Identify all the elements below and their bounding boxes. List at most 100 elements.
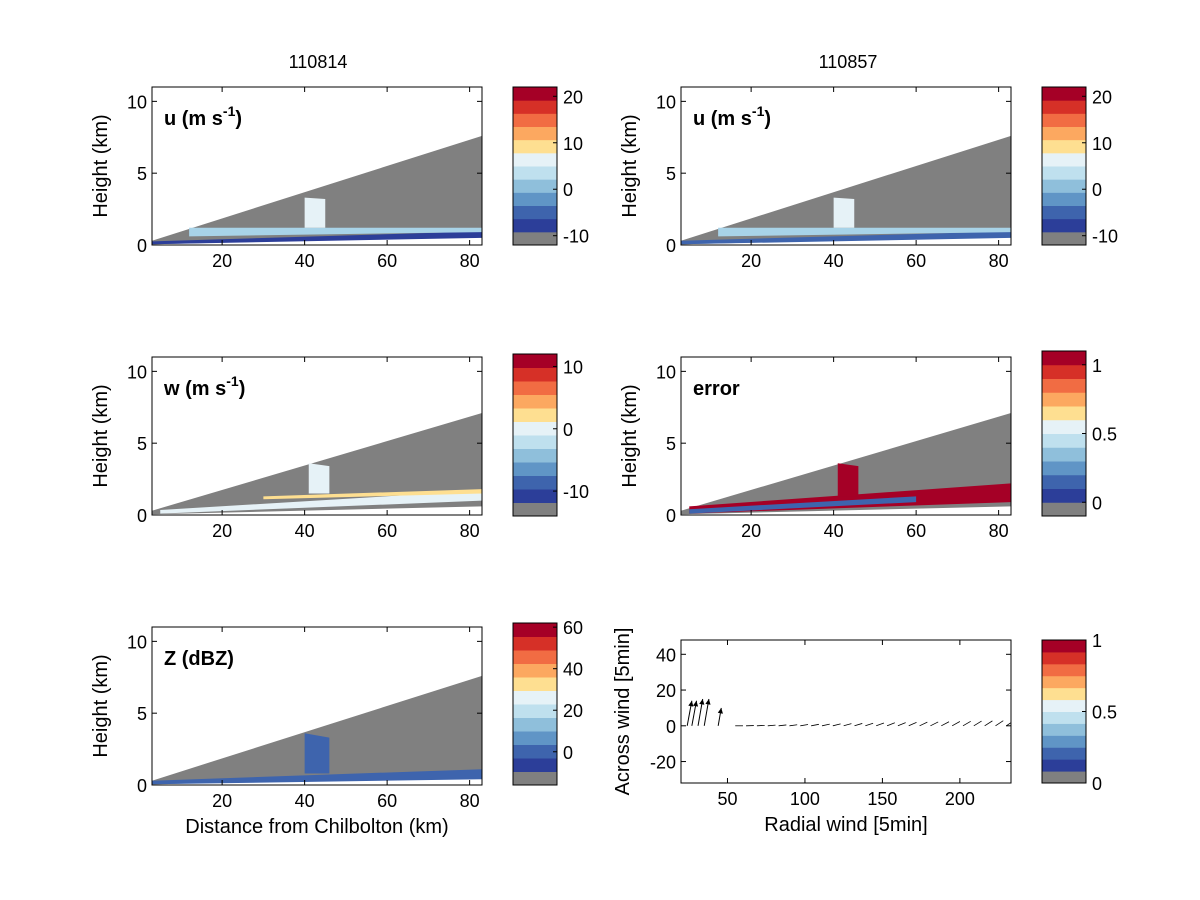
- arrow-small: [854, 723, 863, 727]
- field-main: [160, 490, 482, 514]
- colorbar-band: [513, 381, 557, 395]
- colorbar-tick-label: 0: [563, 180, 573, 200]
- panel-label: u (m s-1): [693, 103, 771, 130]
- colorbar-tick-label: -10: [563, 227, 589, 247]
- colorbar-band: [513, 758, 557, 772]
- arrow-small: [800, 724, 809, 727]
- panel-label-tail: ): [235, 108, 242, 130]
- colorbar-band: [1042, 759, 1086, 772]
- axes-frame: [680, 356, 1012, 516]
- x-tick-label: 80: [460, 251, 480, 271]
- field-low: [681, 231, 1011, 245]
- colorbar-band: [1042, 113, 1086, 127]
- colorbar-band: [1042, 675, 1086, 689]
- arrow-small: [941, 721, 950, 727]
- colorbar-band: [1042, 406, 1086, 421]
- panel-label-main: w (m s: [163, 378, 226, 400]
- x-tick-label: 20: [741, 521, 761, 541]
- x-tick-label: 150: [867, 789, 897, 809]
- colorbar-band: [513, 218, 557, 233]
- x-tick-label: 200: [945, 789, 975, 809]
- colorbar-band: [513, 731, 557, 745]
- colorbar-tick-label: 20: [563, 701, 583, 721]
- field-plume: [304, 197, 326, 228]
- colorbar-frame: [512, 353, 558, 517]
- y-tick-label: 0: [666, 236, 676, 256]
- colorbar-frame: [512, 86, 558, 246]
- y-tick-label: 5: [137, 164, 147, 184]
- x-tick-label: 50: [717, 789, 737, 809]
- colorbar-band: [513, 502, 557, 517]
- x-tick-label: 40: [824, 251, 844, 271]
- arrow-small: [811, 723, 819, 727]
- colorbar-band: [1042, 192, 1086, 206]
- panel-label-sup: -1: [752, 103, 765, 119]
- panel-label-sup: -1: [226, 373, 239, 389]
- arrow-small: [778, 724, 787, 727]
- colorbar-band: [1042, 651, 1086, 665]
- colorbar-band: [513, 690, 557, 705]
- panel-label-main: u (m s: [164, 108, 223, 130]
- arrow-head: [688, 700, 694, 707]
- x-tick-label: 80: [989, 251, 1009, 271]
- colorbar-band: [513, 100, 557, 114]
- colorbar-band: [1042, 747, 1086, 760]
- colorbar-band: [1042, 166, 1086, 180]
- arrow-head: [717, 707, 723, 714]
- colorbar-band: [1042, 735, 1086, 748]
- colorbar-band: [513, 192, 557, 206]
- arrow-small: [984, 720, 993, 727]
- colorbar-band: [1042, 640, 1086, 653]
- y-tick-label: 40: [656, 645, 676, 665]
- column-title-left: 110814: [289, 52, 348, 72]
- x-tick-label: 40: [295, 521, 315, 541]
- arrow-head: [705, 698, 711, 705]
- x-tick-label: 80: [460, 521, 480, 541]
- x-tick-label: 60: [906, 251, 926, 271]
- field-main: [152, 769, 482, 785]
- colorbar-band: [513, 677, 557, 691]
- y-tick-label: 10: [656, 92, 676, 112]
- colorbar-band: [513, 663, 557, 678]
- arrow-small: [1006, 722, 1011, 727]
- colorbar-band: [1042, 488, 1086, 503]
- x-tick-label: 20: [212, 251, 232, 271]
- colorbar-band: [1042, 461, 1086, 476]
- panel-w-110814: 20 40 60 80 0 5 10 Height (km) w (m s-1) 10 0 -10: [90, 353, 589, 541]
- colorbar-tick-label: 0.5: [1092, 425, 1117, 445]
- panel-z-110814: 20 40 60 80 0 5 10 Height (km) Distance from Chi…: [90, 618, 583, 838]
- x-tick-label: 40: [295, 791, 315, 811]
- x-tick-label: 60: [377, 521, 397, 541]
- y-axis-label: Height (km): [619, 114, 641, 217]
- panel-u-110857: 20 40 60 80 0 5 10 Height (km) u (m s-1) 20 10 0 -10: [619, 86, 1118, 271]
- colorbar-tick-label: 0: [1092, 774, 1102, 794]
- colorbar-band: [513, 87, 557, 101]
- x-tick-label: 40: [824, 521, 844, 541]
- x-tick-label: 100: [790, 789, 820, 809]
- colorbar-band: [1042, 502, 1086, 517]
- panel-label: u (m s-1): [164, 103, 242, 130]
- y-axis-label: Height (km): [90, 384, 112, 487]
- colorbar-band: [513, 704, 557, 718]
- axes-frame: [151, 86, 483, 246]
- y-tick-label: 0: [137, 236, 147, 256]
- colorbar-tick-label: -10: [1092, 227, 1118, 247]
- y-tick-label: 10: [127, 362, 147, 382]
- y-axis-label: Height (km): [90, 114, 112, 217]
- colorbar-tick-label: 20: [563, 87, 583, 107]
- axes-frame: [680, 86, 1012, 246]
- colorbar-tick-label: 10: [563, 134, 583, 154]
- colorbar-band: [513, 408, 557, 422]
- colorbar-band: [1042, 351, 1086, 366]
- plot-area: [681, 135, 1011, 245]
- colorbar-band: [1042, 771, 1086, 784]
- colorbar-band: [1042, 711, 1086, 724]
- field-plume: [837, 463, 859, 497]
- colorbar-tick-label: 0: [563, 743, 573, 763]
- arrow-head: [699, 698, 705, 705]
- colorbar-tick-label: 10: [563, 357, 583, 377]
- colorbar-band: [1042, 447, 1086, 462]
- y-tick-label: 5: [666, 434, 676, 454]
- colorbar-band: [513, 650, 557, 664]
- scan-wedge: [152, 413, 482, 515]
